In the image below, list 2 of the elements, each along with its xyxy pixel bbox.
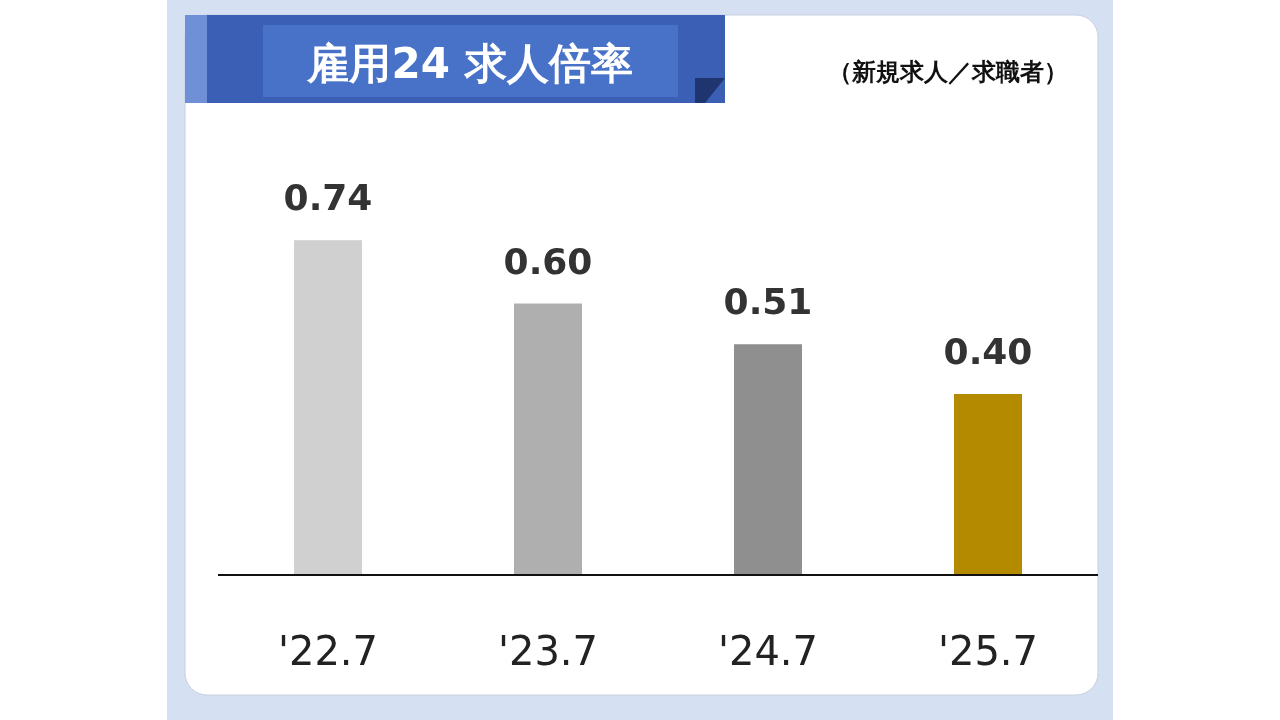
subtitle: （新規求人／求職者）: [828, 58, 1068, 86]
title: 雇用24 求人倍率: [307, 39, 633, 88]
